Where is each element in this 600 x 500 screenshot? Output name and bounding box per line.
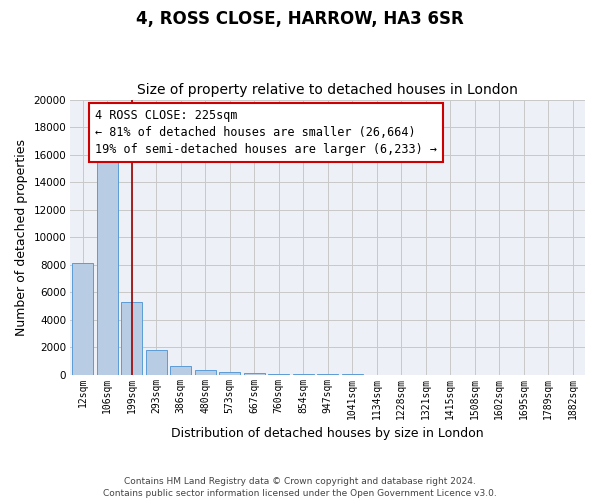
Bar [220, 372, 240, 375]
Bar [73, 264, 93, 375]
Text: 4, ROSS CLOSE, HARROW, HA3 6SR: 4, ROSS CLOSE, HARROW, HA3 6SR [136, 10, 464, 28]
Bar [170, 366, 191, 375]
Bar [317, 374, 338, 375]
Bar [244, 373, 265, 375]
Bar [97, 146, 118, 375]
Bar [146, 350, 167, 375]
Text: Contains HM Land Registry data © Crown copyright and database right 2024.
Contai: Contains HM Land Registry data © Crown c… [103, 476, 497, 498]
X-axis label: Distribution of detached houses by size in London: Distribution of detached houses by size … [172, 427, 484, 440]
Title: Size of property relative to detached houses in London: Size of property relative to detached ho… [137, 83, 518, 97]
Text: 4 ROSS CLOSE: 225sqm
← 81% of detached houses are smaller (26,664)
19% of semi-d: 4 ROSS CLOSE: 225sqm ← 81% of detached h… [95, 109, 437, 156]
Bar [195, 370, 215, 375]
Bar [121, 302, 142, 375]
Bar [293, 374, 314, 375]
Bar [268, 374, 289, 375]
Y-axis label: Number of detached properties: Number of detached properties [15, 138, 28, 336]
